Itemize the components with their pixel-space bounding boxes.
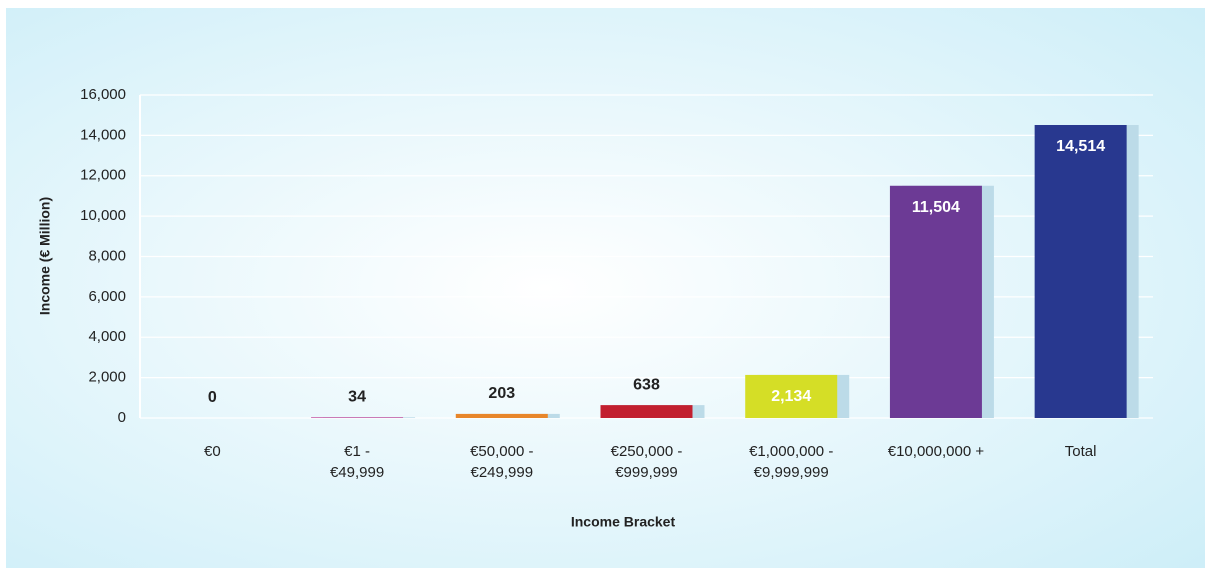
x-tick-label: €999,999 [615, 464, 678, 481]
y-tick-label: 14,000 [80, 126, 126, 143]
value-label: 34 [348, 389, 366, 406]
y-tick-label: 2,000 [88, 369, 126, 386]
bar [600, 405, 693, 418]
x-tick-label: €50,000 - [470, 443, 533, 460]
bar [889, 185, 982, 418]
value-label: 11,504 [912, 199, 960, 216]
y-tick-label: 12,000 [80, 167, 126, 184]
x-axis-label: Income Bracket [571, 514, 676, 530]
x-tick-label: €250,000 - [611, 443, 683, 460]
y-axis-label: Income (€ Million) [37, 197, 53, 315]
x-tick-label: €0 [204, 443, 221, 460]
value-label: 0 [208, 389, 217, 406]
y-tick-label: 0 [118, 409, 126, 426]
x-tick-label: €9,999,999 [754, 464, 829, 481]
y-tick-label: 8,000 [88, 247, 126, 264]
x-tick-label: €10,000,000 + [888, 443, 985, 460]
value-label: 14,514 [1056, 138, 1105, 155]
y-tick-label: 10,000 [80, 207, 126, 224]
x-tick-label: Total [1065, 443, 1097, 460]
bar [1034, 124, 1127, 418]
panel [6, 8, 1205, 568]
x-tick-label: €1 - [344, 443, 370, 460]
bar [311, 417, 404, 418]
bar [745, 374, 838, 418]
bar [455, 413, 548, 418]
y-tick-label: 6,000 [88, 288, 126, 305]
x-tick-label: €249,999 [470, 464, 533, 481]
y-tick-label: 16,000 [80, 86, 126, 103]
x-tick-label: €1,000,000 - [749, 443, 833, 460]
value-label: 2,134 [771, 388, 811, 405]
x-tick-label: €49,999 [330, 464, 384, 481]
y-tick-label: 4,000 [88, 328, 126, 345]
value-label: 203 [488, 385, 515, 402]
value-label: 638 [633, 376, 660, 393]
